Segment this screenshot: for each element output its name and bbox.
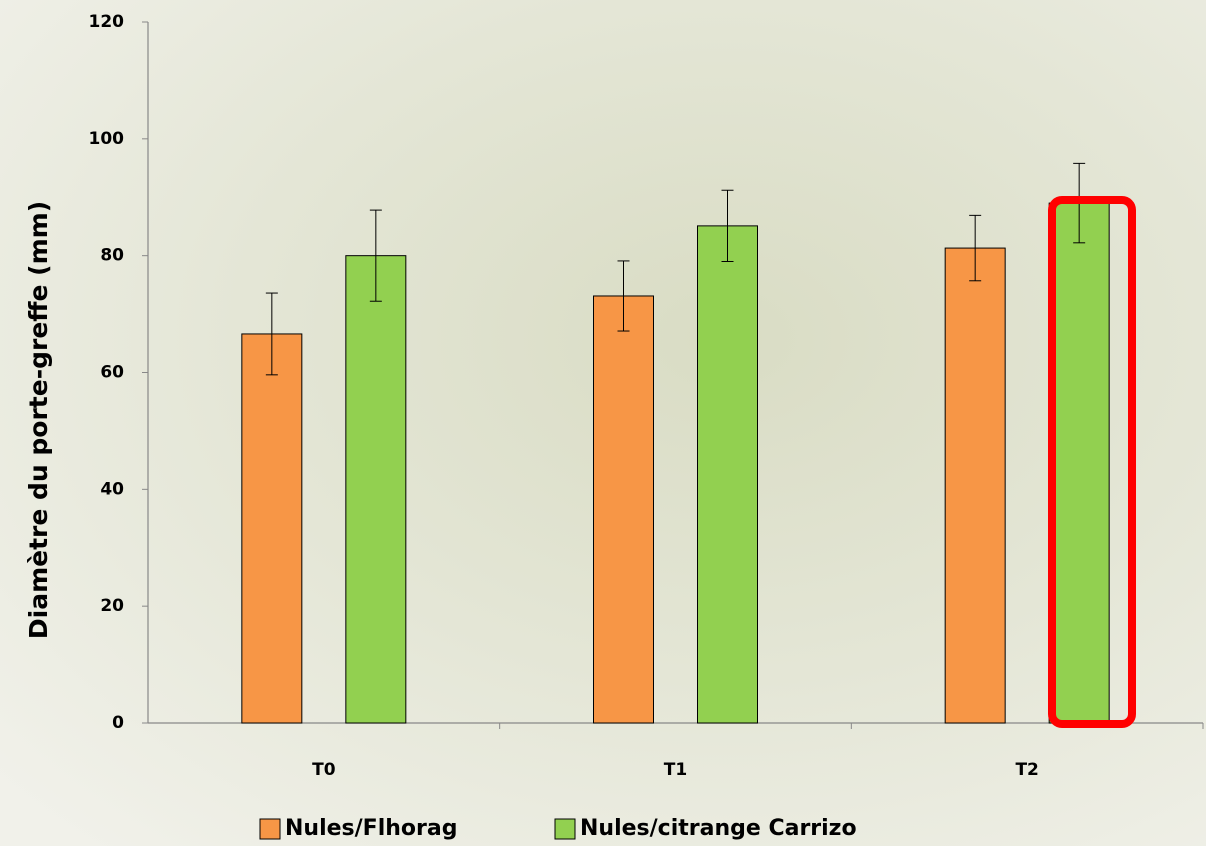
- x-tick-label: T1: [664, 760, 687, 780]
- x-tick-label: T2: [1015, 760, 1038, 780]
- y-tick-label: 20: [100, 596, 124, 616]
- bar: [944, 247, 1006, 724]
- y-tick-label: 80: [100, 246, 124, 266]
- legend-swatch: [554, 818, 576, 840]
- y-tick-label: 0: [112, 713, 124, 733]
- bar: [241, 333, 303, 724]
- y-tick-label: 40: [100, 479, 124, 499]
- x-tick-label: T0: [312, 760, 336, 780]
- bar: [697, 225, 758, 724]
- y-axis-title: Diamètre du porte-greffe (mm): [24, 201, 53, 639]
- y-tick-label: 120: [89, 12, 125, 32]
- error-bar: [265, 292, 278, 376]
- legend-swatch: [259, 818, 281, 840]
- legend-label: Nules/Flhorag: [285, 816, 457, 841]
- y-tick-label: 60: [100, 363, 124, 383]
- bar: [345, 255, 407, 724]
- legend-label: Nules/citrange Carrizo: [580, 816, 857, 841]
- y-tick-label: 100: [89, 129, 125, 149]
- error-bar: [969, 214, 982, 282]
- highlight-box: [1048, 196, 1136, 728]
- bar: [1048, 202, 1110, 724]
- bar: [593, 295, 654, 724]
- error-bar: [617, 260, 630, 332]
- error-bar: [369, 209, 382, 302]
- error-bar: [721, 189, 734, 263]
